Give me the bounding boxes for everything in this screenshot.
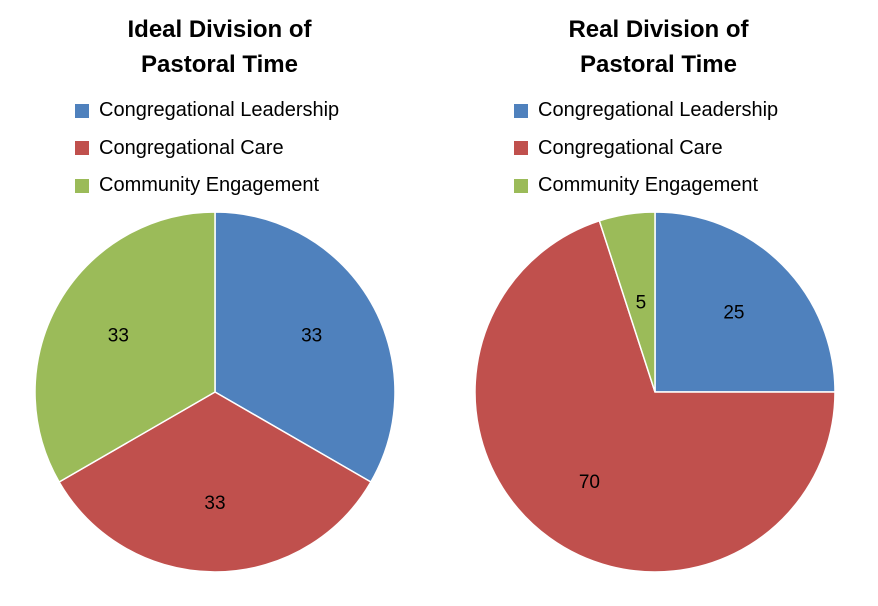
data-label-congregational-care: 70 — [579, 472, 600, 493]
legend-item-congregational-leadership: Congregational Leadership — [514, 92, 778, 130]
data-label-community-engagement: 33 — [108, 326, 129, 347]
pie-slice-congregational-leadership — [654, 211, 836, 393]
legend-label-community-engagement: Community Engagement — [99, 174, 320, 197]
legend-item-community-engagement: Community Engagement — [75, 167, 339, 205]
chart-title: Ideal Division of Pastoral Time — [0, 12, 439, 82]
legend-item-congregational-leadership: Congregational Leadership — [75, 92, 339, 130]
pie-slice-community-engagement — [34, 211, 216, 484]
legend-label-congregational-care: Congregational Care — [538, 136, 723, 159]
legend-label-community-engagement: Community Engagement — [538, 174, 759, 197]
legend-swatch-community-engagement — [75, 178, 89, 193]
chart-title-line-1: Ideal Division of — [127, 16, 312, 43]
chart-legend: Congregational Leadership Congregational… — [514, 92, 778, 205]
pie-slice-congregational-leadership — [214, 211, 396, 484]
data-label-congregational-leadership: 25 — [723, 303, 744, 324]
legend-label-congregational-leadership: Congregational Leadership — [538, 99, 779, 122]
data-label-community-engagement: 5 — [636, 293, 647, 314]
chart-title-line-2: Pastoral Time — [580, 51, 737, 78]
legend-swatch-congregational-leadership — [514, 103, 528, 118]
chart-title-line-2: Pastoral Time — [141, 51, 298, 78]
real-division-chart: Real Division of Pastoral Time Congregat… — [439, 0, 878, 606]
legend-swatch-congregational-care — [514, 141, 528, 156]
ideal-division-chart: Ideal Division of Pastoral Time Congrega… — [0, 12, 439, 573]
ideal-pie: 33 33 33 — [34, 211, 396, 573]
data-label-congregational-care: 33 — [204, 493, 225, 514]
chart-legend: Congregational Leadership Congregational… — [75, 92, 339, 205]
chart-title: Real Division of Pastoral Time — [439, 12, 878, 82]
real-pie: 25 70 5 — [474, 211, 836, 573]
legend-item-community-engagement: Community Engagement — [514, 167, 778, 205]
pie-slice-community-engagement — [598, 211, 656, 393]
chart-title-line-1: Real Division of — [568, 16, 749, 43]
legend-label-congregational-care: Congregational Care — [99, 136, 284, 159]
legend-label-congregational-leadership: Congregational Leadership — [99, 99, 340, 122]
legend-swatch-congregational-care — [75, 141, 89, 156]
legend-item-congregational-care: Congregational Care — [75, 130, 339, 168]
pie-slice-congregational-care — [58, 391, 372, 573]
legend-swatch-congregational-leadership — [75, 103, 89, 118]
legend-swatch-community-engagement — [514, 178, 528, 193]
data-label-congregational-leadership: 33 — [301, 326, 322, 347]
pie-slice-congregational-care — [474, 219, 836, 573]
legend-item-congregational-care: Congregational Care — [514, 130, 778, 168]
